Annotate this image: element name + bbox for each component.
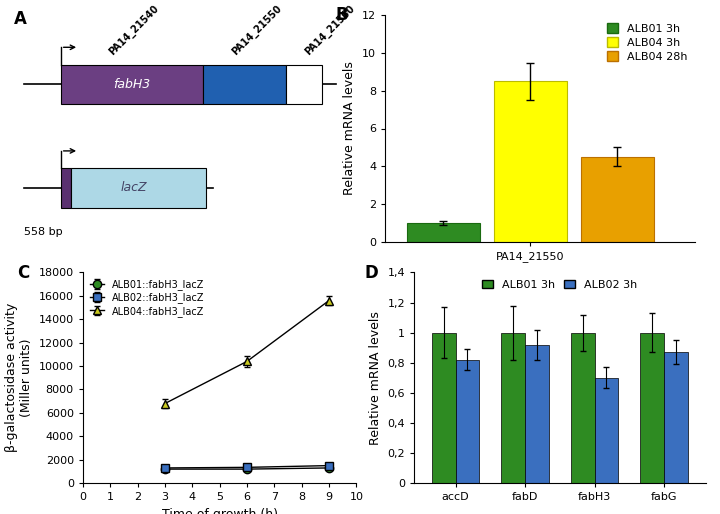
Bar [571,333,595,483]
Bar [501,333,525,483]
Legend: ALB01 3h, ALB02 3h: ALB01 3h, ALB02 3h [480,278,639,292]
Bar [286,65,323,104]
Bar [432,333,456,483]
Bar [407,223,480,242]
Text: C: C [17,264,30,282]
X-axis label: Time of growth (h): Time of growth (h) [161,508,278,514]
Text: PA14_21550: PA14_21550 [230,3,284,57]
Text: PA14_21560: PA14_21560 [302,3,356,57]
Bar [664,352,688,483]
Bar [71,168,207,208]
Bar [456,360,480,483]
Text: B: B [336,6,348,24]
Y-axis label: Relative mRNA levels: Relative mRNA levels [343,62,356,195]
Text: fabH3: fabH3 [113,78,150,91]
Bar [581,157,654,242]
Text: 558 bp: 558 bp [24,227,63,237]
Bar [60,65,203,104]
Text: lacZ: lacZ [120,181,147,194]
Legend: ALB01::fabH3_lacZ, ALB02::fabH3_lacZ, ALB04::fabH3_lacZ: ALB01::fabH3_lacZ, ALB02::fabH3_lacZ, AL… [88,277,207,319]
Y-axis label: β-galactosidase activity
(Miller units): β-galactosidase activity (Miller units) [5,303,33,452]
Text: A: A [14,10,27,28]
Bar [595,378,618,483]
Bar [525,345,549,483]
Bar [60,168,71,208]
Y-axis label: Relative mRNA levels: Relative mRNA levels [369,311,382,445]
Bar [203,65,286,104]
Legend: ALB01 3h, ALB04 3h, ALB04 28h: ALB01 3h, ALB04 3h, ALB04 28h [604,21,689,64]
Bar [494,81,567,242]
Text: D: D [364,264,378,282]
Bar [640,333,664,483]
Text: PA14_21540: PA14_21540 [107,3,161,57]
